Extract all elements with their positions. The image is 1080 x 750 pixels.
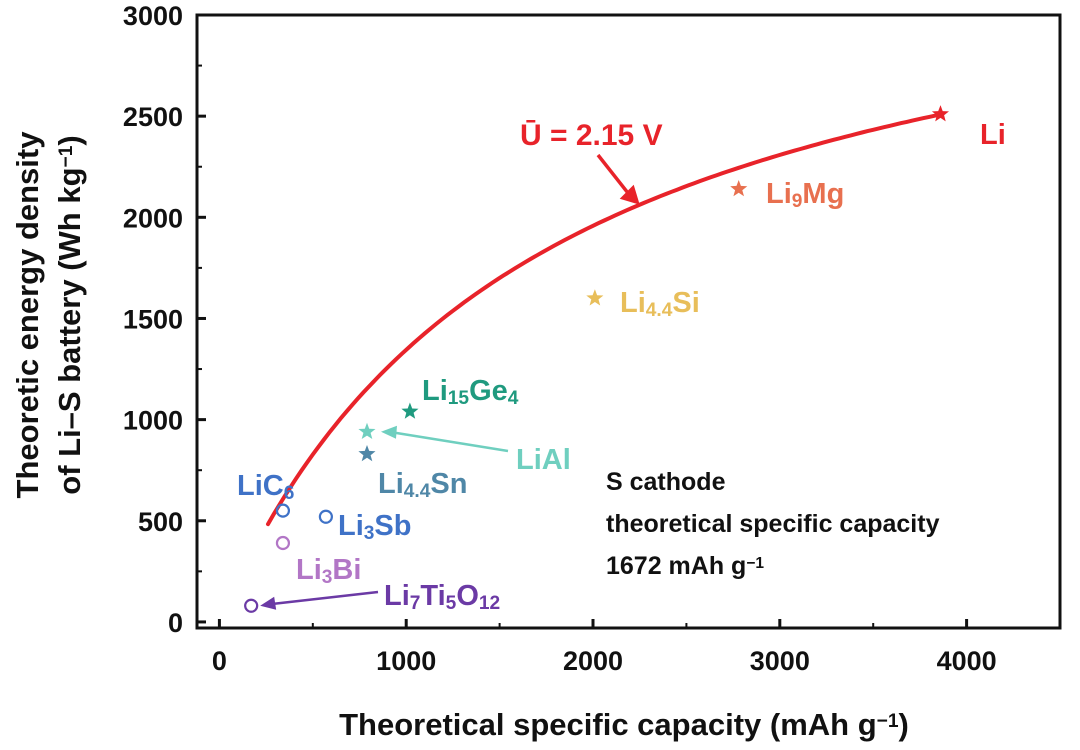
y-tick-label: 2500 xyxy=(123,102,183,132)
point-li3bi xyxy=(275,535,291,551)
points-layer xyxy=(244,105,949,613)
energy-density-curve xyxy=(266,112,943,527)
li7ti5o12-arrow xyxy=(274,590,379,605)
lial-arrow xyxy=(394,431,509,453)
annotation-line-3: 1672 mAh g−1 xyxy=(606,552,764,580)
x-tick-label: 2000 xyxy=(563,646,623,676)
point-li xyxy=(931,105,949,122)
labels-layer: Li Li9Mg Li4.4Si Li15Ge4 LiAl Li4.4Sn LiC6 Li3S… xyxy=(237,119,1006,614)
curve-label: Ū = 2.15 V xyxy=(520,119,663,152)
point-lial xyxy=(358,422,376,439)
label-li7ti5o12: Li7Ti5O12 xyxy=(384,580,500,614)
axes: 0 1000 2000 3000 4000 0 500 1000 1500 2000 2500 300… xyxy=(10,1,1062,742)
point-li3sb xyxy=(318,509,333,524)
point-li9mg xyxy=(730,180,748,197)
y-tick-label: 0 xyxy=(168,608,183,638)
label-li15ge4: Li15Ge4 xyxy=(422,375,519,409)
curve-arrowhead xyxy=(619,184,640,205)
point-li44sn xyxy=(358,445,376,462)
li7ti5o12-arrowhead xyxy=(260,596,277,610)
x-axis-label: Theoretical specific capacity (mAh g−1) xyxy=(339,707,909,742)
point-li44si xyxy=(586,289,604,306)
annotation-line-1: S cathode xyxy=(606,468,726,496)
label-li44sn: Li4.4Sn xyxy=(378,468,467,502)
label-li3bi: Li3Bi xyxy=(296,554,361,588)
y-axis-label-line1: Theoretic energy density xyxy=(10,131,45,499)
label-li9mg: Li9Mg xyxy=(766,178,844,212)
label-lial: LiAl xyxy=(516,444,571,476)
point-li15ge4 xyxy=(401,402,419,419)
x-tick-label: 3000 xyxy=(750,646,810,676)
y-tick-label: 1500 xyxy=(123,304,183,334)
label-lic6: LiC6 xyxy=(237,470,294,504)
y-axis-label-line2: of Li–S battery (Wh kg−1) xyxy=(52,135,87,494)
label-li3sb: Li3Sb xyxy=(338,510,411,544)
plot-frame xyxy=(195,13,1062,630)
curve-layer: Ū = 2.15 V xyxy=(266,112,943,527)
y-tick-label: 3000 xyxy=(123,1,183,31)
label-li44si: Li4.4Si xyxy=(620,287,700,321)
label-li: Li xyxy=(980,119,1006,151)
x-tick-label: 1000 xyxy=(376,646,436,676)
point-li7ti5o12 xyxy=(244,598,259,613)
x-tick-label: 4000 xyxy=(937,646,997,676)
x-tick-label: 0 xyxy=(212,646,227,676)
y-axis-label: Theoretic energy density of Li–S battery … xyxy=(10,131,87,499)
annotation-line-2: theoretical specific capacity xyxy=(606,510,940,538)
curve-arrow xyxy=(596,153,630,194)
y-tick-label: 2000 xyxy=(123,203,183,233)
y-tick-label: 1000 xyxy=(123,406,183,436)
lial-arrowhead xyxy=(380,425,397,439)
y-tick-label: 500 xyxy=(138,507,183,537)
point-lic6 xyxy=(275,503,291,518)
